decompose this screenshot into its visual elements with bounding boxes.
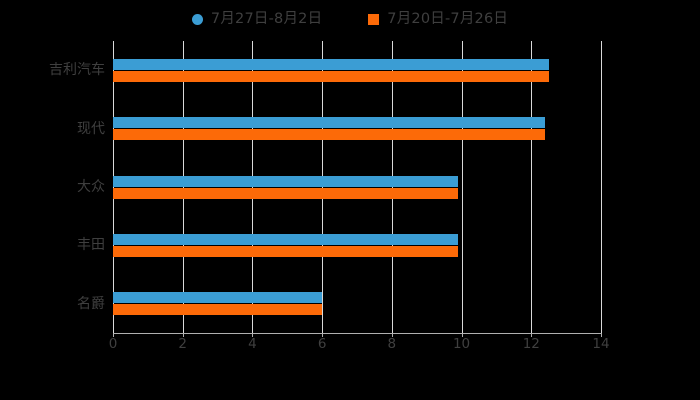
x-axis-label-2: 2 [178,336,187,352]
bar-group-1 [113,117,601,141]
x-axis-label-12: 12 [522,336,540,352]
x-axis-label-10: 10 [452,336,471,352]
bar-大众-series-0[interactable] [113,175,459,187]
gridline-x-6 [322,41,324,333]
legend-circle-marker-icon [191,13,203,25]
x-axis-tick-labels: 0 2 4 6 8 10 12 14 [0,336,700,358]
legend-item-series-0[interactable]: 7月27日-8月2日 [191,10,323,27]
gridline-x-14 [601,41,602,333]
gridline-x-8 [391,41,393,333]
x-axis-label-6: 6 [317,336,327,352]
bar-group-0 [113,58,601,82]
x-tick-mark-8 [391,333,393,337]
y-axis-label-1: 现代 [77,120,105,137]
bar-丰田-series-1[interactable] [113,245,459,257]
x-tick-mark-14 [601,333,602,337]
y-axis-labels: 吉利汽车现代大众丰田名爵 [0,41,105,333]
x-tick-mark-4 [252,333,254,337]
plot-area [113,41,602,333]
bar-名爵-series-0[interactable] [113,292,323,304]
bar-名爵-series-1[interactable] [113,304,323,316]
bar-group-3 [113,233,601,257]
x-axis-label-8: 8 [387,336,397,352]
gridline-x-12 [531,41,533,333]
x-axis-line [113,333,602,334]
gridline-x-4 [252,41,254,333]
x-tick-mark-6 [322,333,324,337]
legend-label-series-0: 7月27日-8月2日 [210,10,323,27]
y-axis-label-4: 名爵 [77,295,105,312]
bar-吉利汽车-series-1[interactable] [113,70,549,82]
chart-legend: 7月27日-8月2日 7月20日-7月26日 [0,6,700,32]
gridline-x-2 [182,41,184,333]
y-axis-label-0: 吉利汽车 [49,62,105,79]
x-axis-label-14: 14 [592,336,610,352]
bar-吉利汽车-series-0[interactable] [113,58,549,70]
bar-group-2 [113,175,601,199]
bar-group-4 [113,292,601,316]
x-tick-mark-12 [531,333,533,337]
legend-square-marker-icon [368,13,380,25]
legend-item-series-1[interactable]: 7月20日-7月26日 [368,12,508,27]
x-axis-label-4: 4 [248,336,257,352]
x-tick-mark-2 [182,333,184,337]
legend-label-series-1: 7月20日-7月26日 [387,10,509,27]
bar-丰田-series-0[interactable] [113,233,459,245]
y-axis-label-3: 丰田 [77,237,105,254]
bar-大众-series-1[interactable] [113,187,459,199]
bar-现代-series-1[interactable] [113,129,546,141]
x-tick-mark-0 [113,333,114,337]
gridline-x-0 [113,41,114,333]
bar-现代-series-0[interactable] [113,117,546,129]
y-axis-label-2: 大众 [77,179,105,195]
x-axis-label-0: 0 [108,336,118,352]
x-tick-mark-10 [461,333,463,337]
gridline-x-10 [461,41,463,333]
